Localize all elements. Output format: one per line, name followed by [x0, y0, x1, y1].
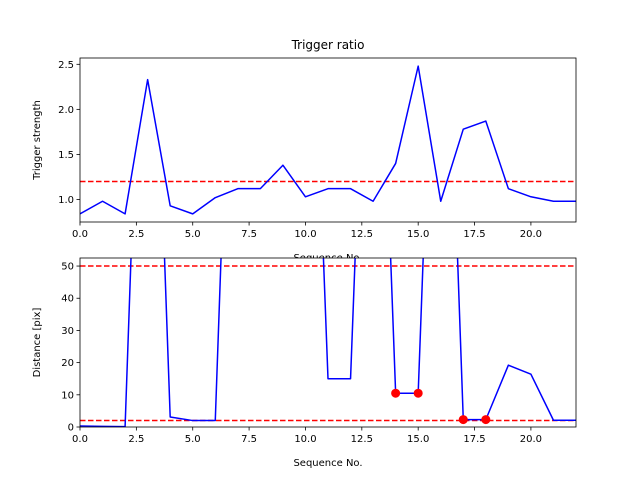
y-tick-label: 1.5 [58, 150, 74, 161]
chart-title: Trigger ratio [291, 38, 365, 52]
y-tick-label: 2.5 [58, 60, 74, 71]
bottom-chart-distance: 0.0 2.5 5.0 7.5 10.0 12.5 15.0 17.5 20.0 0 10 20 30 4… [32, 257, 577, 469]
y-tick-label: 50 [61, 262, 74, 273]
x-tick-label: 20.0 [520, 434, 542, 445]
y-axis-label: Trigger strength [32, 100, 43, 181]
x-tick-label: 12.5 [351, 434, 373, 445]
marker-point [481, 415, 491, 425]
plot-area [80, 58, 576, 222]
x-tick-label: 15.0 [407, 434, 429, 445]
x-tick-label: 0.0 [72, 434, 88, 445]
x-tick-label: 17.5 [463, 229, 485, 240]
x-tick-label: 20.0 [520, 229, 542, 240]
y-tick-label: 20 [61, 358, 74, 369]
marker-point [413, 388, 423, 398]
y-axis-label: Distance [pix] [32, 308, 43, 378]
axes-frame [79, 257, 577, 428]
plot-area [80, 258, 576, 427]
x-tick-label: 7.5 [241, 434, 257, 445]
x-tick-label: 2.5 [128, 434, 144, 445]
plot-content [80, 65, 576, 215]
x-tick-label: 2.5 [128, 229, 144, 240]
y-tick-label: 30 [61, 326, 74, 337]
x-tick-label: 12.5 [351, 229, 373, 240]
x-tick-label: 5.0 [185, 229, 201, 240]
top-chart-trigger-ratio: 0.0 2.5 5.0 7.5 10.0 12.5 15.0 17.5 20.0 1.0 1.5 2.… [32, 38, 577, 264]
x-tick-label: 15.0 [407, 229, 429, 240]
x-tick-label: 5.0 [185, 434, 201, 445]
plot-content [80, 258, 576, 427]
y-tick-label: 40 [61, 294, 74, 305]
axes-frame [79, 57, 577, 223]
y-tick-label: 10 [61, 390, 74, 401]
x-axis-label: Sequence No. [293, 458, 362, 469]
marker-point [458, 415, 468, 425]
x-tick-label: 0.0 [72, 229, 88, 240]
x-tick-label: 10.0 [294, 434, 316, 445]
x-tick-label: 7.5 [241, 229, 257, 240]
x-tick-label: 17.5 [463, 434, 485, 445]
series-line-0 [80, 258, 576, 427]
x-tick-label: 10.0 [294, 229, 316, 240]
y-tick-label: 0 [68, 423, 74, 434]
series-line-0 [80, 65, 576, 215]
y-tick-label: 2.0 [58, 105, 74, 116]
y-tick-label: 1.0 [58, 195, 74, 206]
marker-point [391, 388, 401, 398]
